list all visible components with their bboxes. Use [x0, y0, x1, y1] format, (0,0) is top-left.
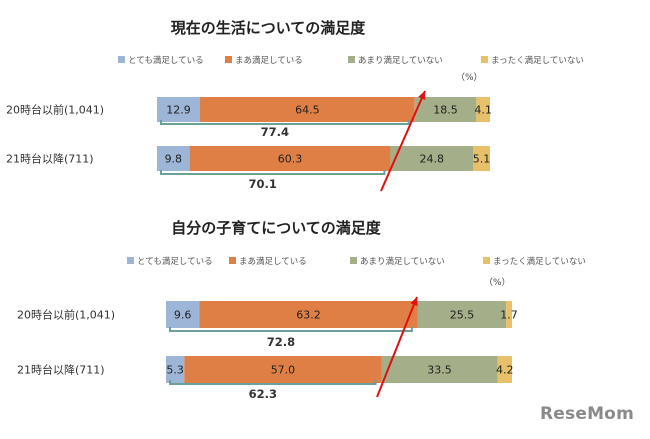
- legend-entry: あまり満足していない: [358, 56, 443, 66]
- data-label: 4.1: [474, 104, 492, 117]
- satisfied-total-label: 72.8: [267, 335, 295, 349]
- data-label: 24.8: [419, 153, 444, 166]
- bar-segment: [184, 356, 382, 383]
- data-label: 64.5: [295, 104, 320, 117]
- category-label: 20時台以前(1,041): [17, 308, 115, 322]
- bar-segment: [390, 146, 474, 171]
- legend-entry: あまり満足していない: [360, 257, 445, 267]
- satisfied-bracket: [160, 170, 386, 175]
- legend-entry: まあ満足している: [239, 257, 307, 267]
- resemom-logo: ReseMom: [540, 404, 634, 424]
- bar-segment: [473, 146, 490, 171]
- bar-segment: [166, 301, 200, 328]
- legend-entry: まったく満足していない: [491, 56, 584, 66]
- red-arrow-line: [376, 296, 418, 398]
- legend-entry: とても満足している: [128, 56, 204, 66]
- data-label: 12.9: [166, 104, 191, 117]
- bar-segment: [199, 97, 415, 122]
- data-label: 63.2: [296, 309, 321, 322]
- legend-entry: とても満足している: [137, 257, 213, 267]
- data-label: 57.0: [271, 364, 296, 377]
- legend-swatch: [348, 56, 355, 63]
- satisfied-total-label: 62.3: [249, 387, 277, 401]
- data-label: 9.6: [174, 309, 192, 322]
- satisfied-total-label: 77.4: [261, 125, 289, 139]
- category-label: 21時台以降(711): [17, 363, 105, 377]
- legend-swatch: [481, 56, 488, 63]
- category-label: 21時台以降(711): [6, 152, 94, 166]
- data-label: 60.3: [278, 153, 303, 166]
- data-label: 18.5: [433, 104, 458, 117]
- red-arrow-line: [380, 90, 426, 192]
- legend-swatch: [225, 56, 232, 63]
- data-label: 5.1: [473, 153, 491, 166]
- legend-swatch: [127, 257, 134, 264]
- legend-swatch: [483, 257, 490, 264]
- legend-entry: まあ満足している: [235, 56, 303, 66]
- bar-segment: [381, 356, 498, 383]
- data-label: 33.5: [427, 364, 452, 377]
- chart-title: 現在の生活についての満足度: [171, 19, 367, 37]
- bar-segment: [497, 356, 512, 383]
- bar-segment: [414, 97, 477, 122]
- bar-segment: [157, 146, 190, 171]
- data-label: 1.7: [500, 309, 518, 322]
- satisfied-bracket: [169, 327, 413, 332]
- data-label: 4.2: [496, 364, 514, 377]
- unit-label: （%）: [484, 277, 511, 288]
- bar-segment: [199, 301, 418, 328]
- legend-entry: まったく満足していない: [493, 257, 586, 267]
- legend-swatch: [118, 56, 125, 63]
- satisfied-bracket: [160, 120, 410, 125]
- satisfied-bracket: [169, 380, 377, 385]
- bar-segment: [506, 301, 512, 328]
- data-label: 25.5: [450, 309, 475, 322]
- data-label: 5.3: [166, 364, 184, 377]
- unit-label: （%）: [456, 72, 483, 83]
- chart-title: 自分の子育てについての満足度: [171, 219, 382, 237]
- red-arrow-head: [410, 297, 418, 306]
- bar-segment: [417, 301, 507, 328]
- red-arrow-head: [418, 91, 426, 100]
- satisfied-total-label: 70.1: [249, 177, 277, 191]
- bar-segment: [189, 146, 391, 171]
- legend-swatch: [229, 257, 236, 264]
- legend-swatch: [350, 257, 357, 264]
- bar-segment: [476, 97, 490, 122]
- bar-segment: [166, 356, 185, 383]
- bar-segment: [157, 97, 200, 122]
- data-label: 9.8: [165, 153, 183, 166]
- category-label: 20時台以前(1,041): [6, 103, 104, 117]
